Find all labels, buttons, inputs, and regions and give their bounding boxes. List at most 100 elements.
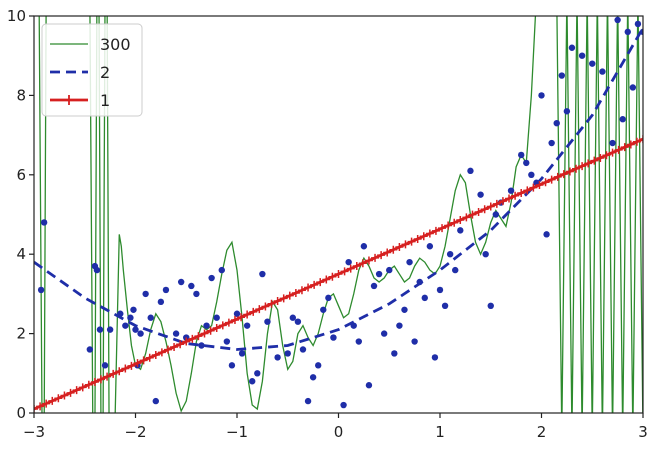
series-1-marker xyxy=(480,205,489,214)
series-1-marker xyxy=(565,167,574,176)
scatter-point xyxy=(299,346,307,353)
series-1-marker xyxy=(474,207,483,216)
series-1-marker xyxy=(413,234,422,243)
y-tick-label: 8 xyxy=(16,86,26,104)
scatter-point xyxy=(130,306,137,313)
scatter-point xyxy=(391,350,398,357)
series-1-marker xyxy=(511,191,520,200)
x-tick-label: 2 xyxy=(537,423,547,441)
scatter-point xyxy=(523,159,530,167)
legend-box xyxy=(41,23,143,117)
series-1-marker xyxy=(547,175,556,184)
plot-area xyxy=(34,16,643,413)
x-tick-label: 1 xyxy=(435,423,445,441)
series-1-marker xyxy=(34,405,38,413)
series-1-marker xyxy=(614,145,623,154)
series-1-marker xyxy=(468,210,477,219)
series-1-marker xyxy=(358,259,367,268)
scatter-point xyxy=(86,346,94,353)
scatter-point xyxy=(370,282,378,290)
scatter-point xyxy=(624,28,631,36)
series-1-marker xyxy=(291,288,300,297)
series-1-marker xyxy=(517,189,526,198)
scatter-point xyxy=(315,362,322,369)
series-1-marker xyxy=(121,364,130,373)
series-1-marker xyxy=(237,313,246,322)
scatter-point xyxy=(548,139,555,147)
scatter-point xyxy=(446,251,454,258)
scatter-point xyxy=(436,286,444,294)
series-1-marker xyxy=(36,402,45,411)
series-1-marker xyxy=(395,243,404,252)
series-1-marker xyxy=(492,199,501,208)
series-1-marker xyxy=(438,224,447,233)
series-1-marker xyxy=(127,361,136,370)
series-1-marker xyxy=(212,324,221,333)
series-1-marker xyxy=(243,310,252,319)
series-1-marker xyxy=(84,380,93,389)
series-1-marker xyxy=(559,170,568,179)
scatter-point xyxy=(563,108,571,115)
series-1-marker xyxy=(322,275,331,284)
scatter-point xyxy=(487,302,494,310)
series-1-marker xyxy=(462,213,471,222)
series-1-marker xyxy=(486,202,495,211)
scatter-point xyxy=(294,318,302,325)
series-1-marker xyxy=(541,178,550,187)
scatter-point xyxy=(406,258,413,266)
series-1-marker xyxy=(267,299,276,308)
series-1-marker xyxy=(596,153,605,162)
scatter-point xyxy=(609,139,616,147)
x-tick-label: −1 xyxy=(226,423,248,441)
series-1-marker xyxy=(407,237,416,246)
axes: −3 −2 −1 0 1 2 3 0 2 4 6 8 10 xyxy=(7,7,648,441)
series-1-marker xyxy=(389,245,398,254)
scatter-point xyxy=(325,294,332,302)
scatter-point xyxy=(452,266,459,274)
scatter-point xyxy=(127,314,134,321)
series-1-marker xyxy=(218,321,227,330)
scatter-point xyxy=(330,334,337,341)
scatter-point xyxy=(96,326,104,333)
series-1-marker xyxy=(66,388,75,397)
scatter-point xyxy=(380,330,388,337)
scatter-point xyxy=(578,52,586,59)
scatter-point xyxy=(162,286,170,294)
scatter-point xyxy=(147,314,154,321)
series-1-marker xyxy=(584,159,593,168)
series-1-marker xyxy=(602,151,611,160)
scatter-point xyxy=(218,266,225,274)
series-1-marker xyxy=(90,378,99,387)
series-1-marker xyxy=(383,248,392,257)
scatter-point xyxy=(249,378,256,385)
scatter-point xyxy=(264,318,271,325)
series-1-marker xyxy=(200,329,209,338)
scatter-point xyxy=(243,322,251,329)
scatter-point xyxy=(289,314,297,321)
scatter-point xyxy=(396,322,403,329)
scatter-point xyxy=(106,326,114,333)
x-tick-label: −2 xyxy=(124,423,146,441)
scatter-point xyxy=(411,338,418,345)
series-1-marker xyxy=(297,286,306,295)
scatter-point xyxy=(553,119,560,127)
scatter-point xyxy=(518,151,525,159)
series-1-marker xyxy=(182,337,191,346)
series-1-marker xyxy=(109,369,118,378)
scatter-point xyxy=(152,397,159,405)
legend-label: 2 xyxy=(100,63,110,82)
scatter-point xyxy=(528,171,535,178)
scatter-point xyxy=(223,338,231,345)
series-1-marker xyxy=(273,297,282,306)
scatter-point xyxy=(431,354,439,361)
scatter-point xyxy=(142,290,149,298)
scatter-point xyxy=(477,191,484,198)
x-tick-label: 3 xyxy=(638,423,648,441)
legend-swatch-1-marker xyxy=(64,95,74,105)
scatter-point xyxy=(619,116,626,123)
scatter-point xyxy=(254,370,261,377)
series-1-marker xyxy=(54,394,63,403)
scatter-point xyxy=(426,243,434,250)
y-tick-label: 4 xyxy=(16,245,26,263)
